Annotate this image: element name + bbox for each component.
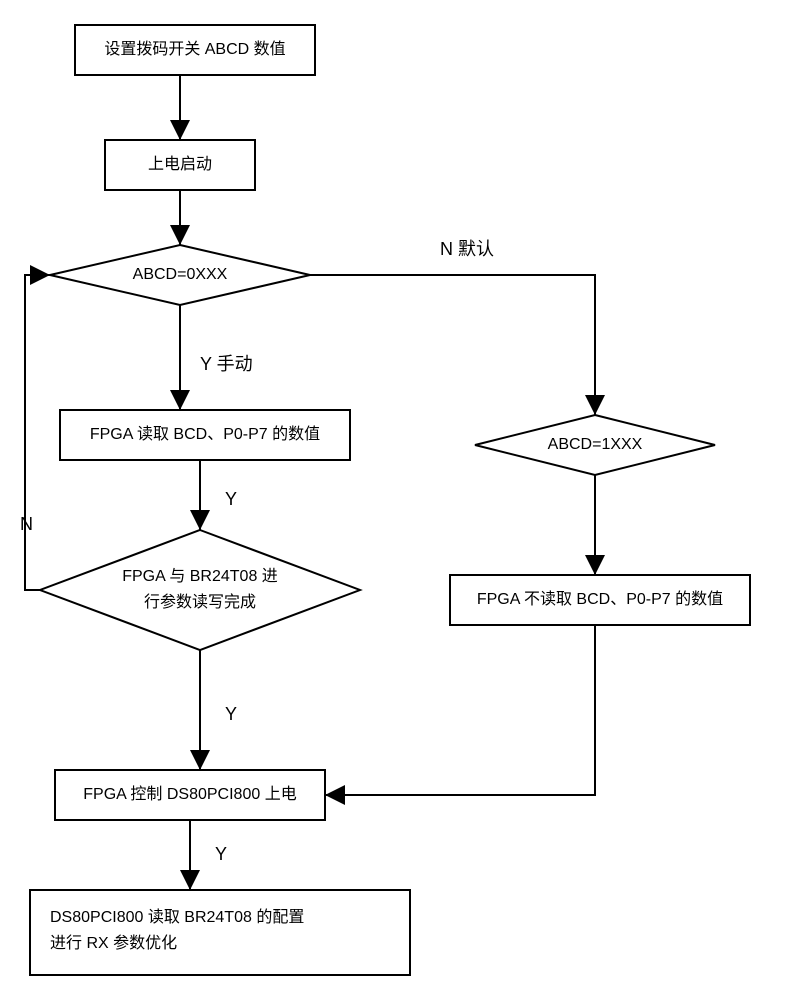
node-label: FPGA 与 BR24T08 进 — [122, 567, 278, 585]
flowchart-diagram: 设置拨码开关 ABCD 数值上电启动 ABCD=0XXX FPGA 读取 BCD、P… — [0, 0, 804, 1000]
edge — [25, 275, 50, 590]
node-label: FPGA 读取 BCD、P0-P7 的数值 — [90, 425, 320, 443]
edge-label: Y — [225, 704, 237, 724]
edge-label: Y — [215, 844, 227, 864]
edge-label: N 默认 — [440, 239, 494, 259]
node-label: ABCD=1XXX — [548, 436, 643, 453]
node-label: 行参数读写完成 — [144, 593, 256, 611]
edge — [310, 275, 595, 415]
node-n6 — [40, 530, 360, 650]
edge-label: Y — [225, 489, 237, 509]
edge — [325, 625, 595, 795]
node-n9 — [30, 890, 410, 975]
node-label: FPGA 不读取 BCD、P0-P7 的数值 — [477, 590, 723, 608]
node-label: 设置拨码开关 ABCD 数值 — [104, 40, 285, 58]
edge-label: Y 手动 — [200, 354, 253, 374]
node-label: DS80PCI800 读取 BR24T08 的配置 — [50, 908, 304, 926]
edge-label: N — [20, 514, 33, 534]
node-label: 进行 RX 参数优化 — [50, 934, 177, 952]
node-label: 上电启动 — [148, 155, 212, 173]
node-label: FPGA 控制 DS80PCI800 上电 — [83, 785, 296, 803]
node-label: ABCD=0XXX — [133, 266, 228, 283]
